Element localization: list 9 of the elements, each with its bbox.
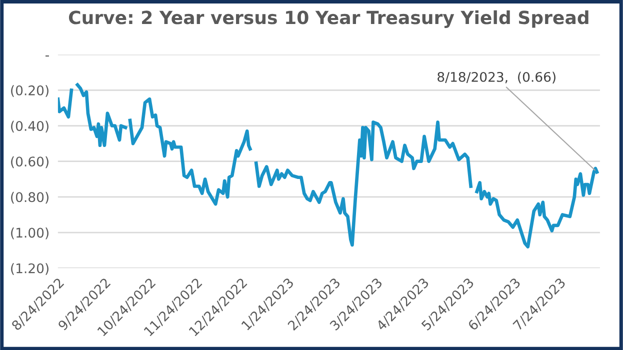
- y-tick-label: -: [45, 55, 49, 57]
- y-tick-label: (0.60): [11, 156, 48, 168]
- y-tick-label: (0.40): [11, 120, 48, 133]
- y-tick-label: (1.20): [11, 263, 48, 275]
- chart-title: Curve: 2 Year versus 10 Year Treasury Yield Spread: [68, 10, 588, 28]
- y-tick-label: (0.20): [11, 85, 48, 97]
- y-tick-label: (0.80): [11, 192, 48, 204]
- y-tick-label: (1.00): [11, 228, 48, 240]
- annotation: 8/18/2023, (0.66): [438, 72, 556, 84]
